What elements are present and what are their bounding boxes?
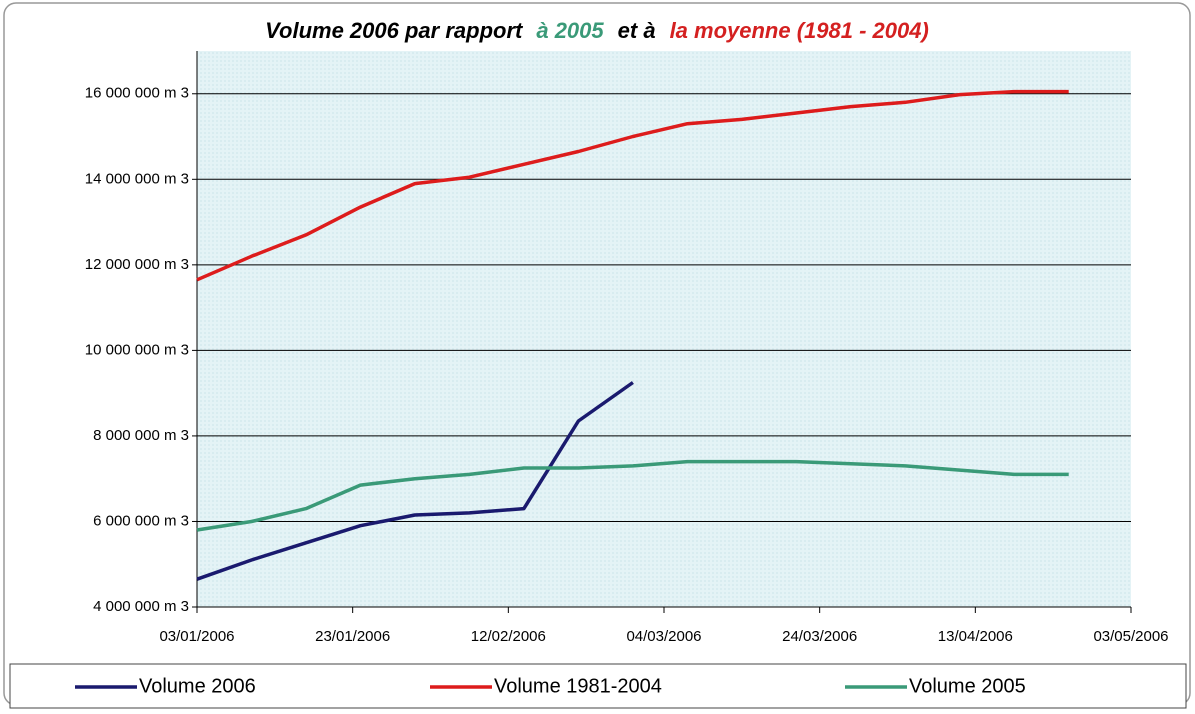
title-part: Volume 2006 par rapport [265,18,524,43]
legend-label: Volume 2005 [909,675,1026,697]
x-tick-label: 03/05/2006 [1093,628,1168,645]
y-tick-label: 16 000 000 m 3 [85,85,189,102]
y-tick-label: 14 000 000 m 3 [85,170,189,187]
series-line [196,381,634,581]
x-tick-label: 24/03/2006 [782,628,857,645]
series-line [196,459,1069,532]
legend-label: Volume 1981-2004 [494,675,662,697]
chart-title: Volume 2006 par rapport à 2005 et à la moye… [265,18,929,43]
x-tick-label: 12/02/2006 [471,628,546,645]
title-part: la moyenne (1981 - 2004) [670,18,929,43]
x-tick-label: 23/01/2006 [315,628,390,645]
title-part: à 2005 [536,18,604,43]
legend-label: Volume 2006 [139,675,256,697]
y-tick-label: 12 000 000 m 3 [85,256,189,273]
y-tick-label: 4 000 000 m 3 [93,598,189,615]
y-tick-label: 8 000 000 m 3 [93,427,189,444]
y-tick-label: 10 000 000 m 3 [85,341,189,358]
x-tick-label: 03/01/2006 [159,628,234,645]
x-tick-label: 04/03/2006 [626,628,701,645]
legend [9,663,1187,709]
plot-area [197,51,1131,607]
title-part: et à [618,18,656,43]
series-line [196,89,1069,282]
x-tick-label: 13/04/2006 [938,628,1013,645]
y-tick-label: 6 000 000 m 3 [93,512,189,529]
